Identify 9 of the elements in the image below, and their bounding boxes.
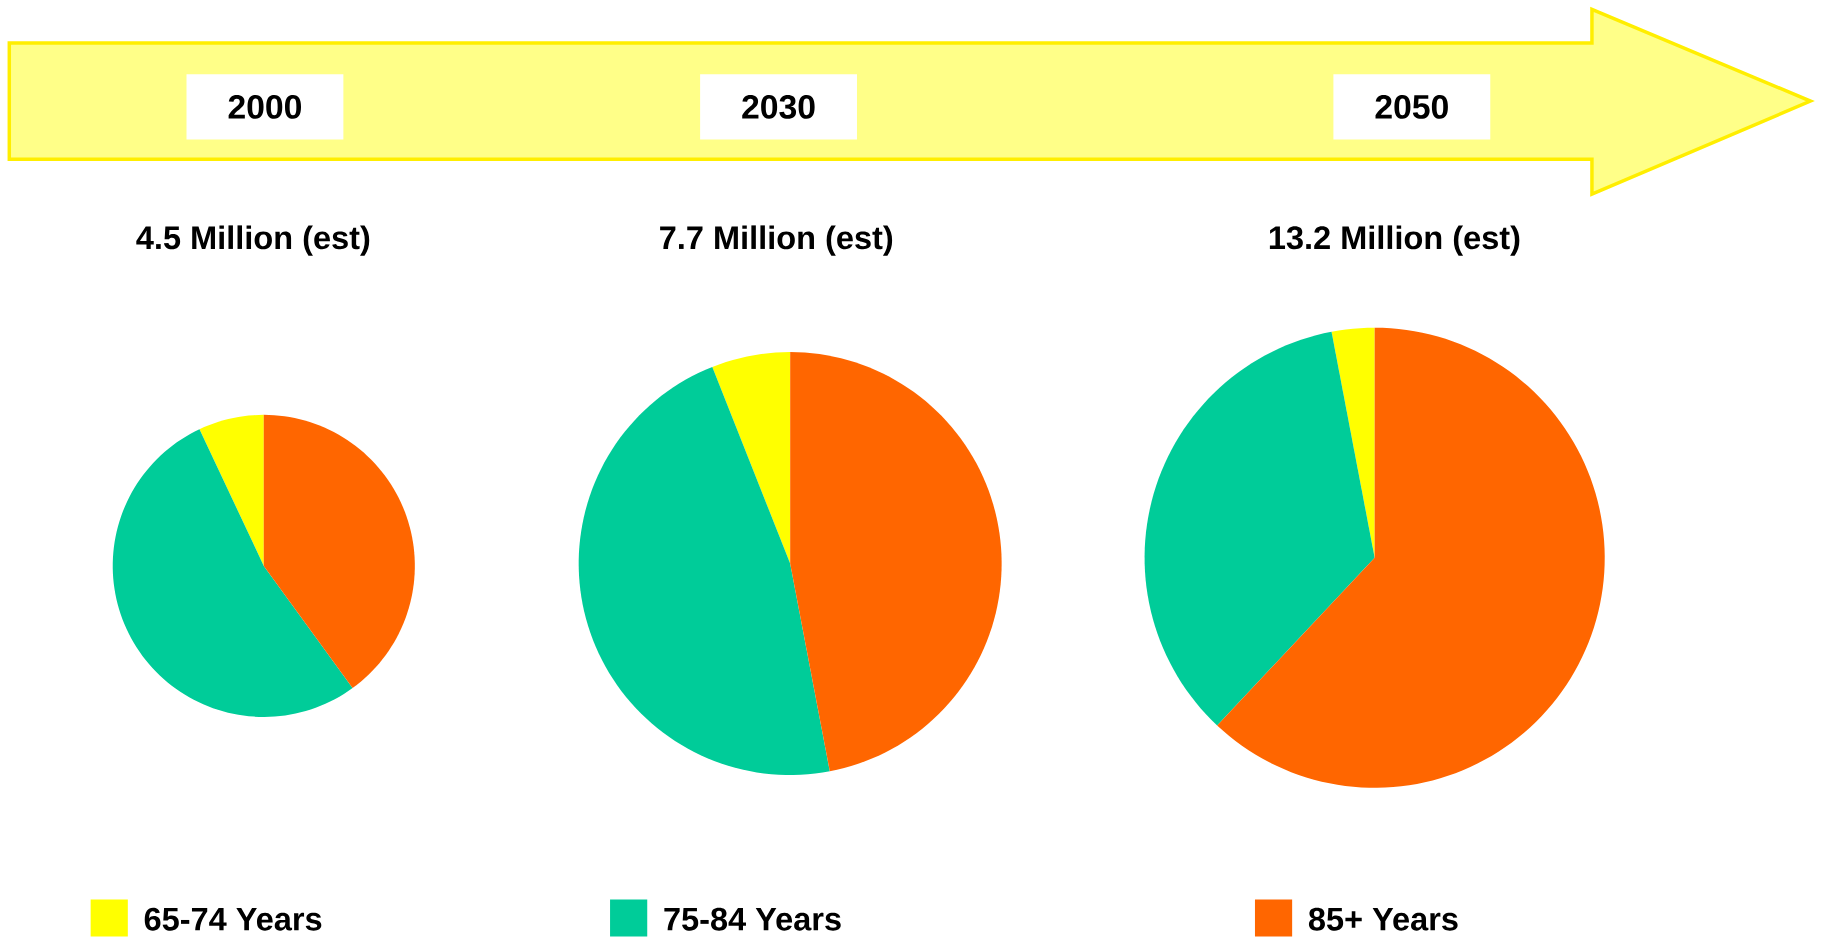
- legend-label: 75-84 Years: [664, 907, 841, 931]
- legend-label: 85+ Years: [1308, 907, 1458, 931]
- chart-title: 2050: [1375, 94, 1448, 119]
- chart-subtitle: 13.2 Million (est): [1269, 225, 1520, 256]
- chart-subtitle: 7.7 Million (est): [660, 225, 893, 256]
- chart-subtitle: 4.5 Million (est): [136, 225, 370, 256]
- chart-title: 2030: [742, 94, 815, 119]
- legend-label: 65-74 Years: [144, 907, 322, 931]
- chart-title: 2000: [228, 94, 302, 119]
